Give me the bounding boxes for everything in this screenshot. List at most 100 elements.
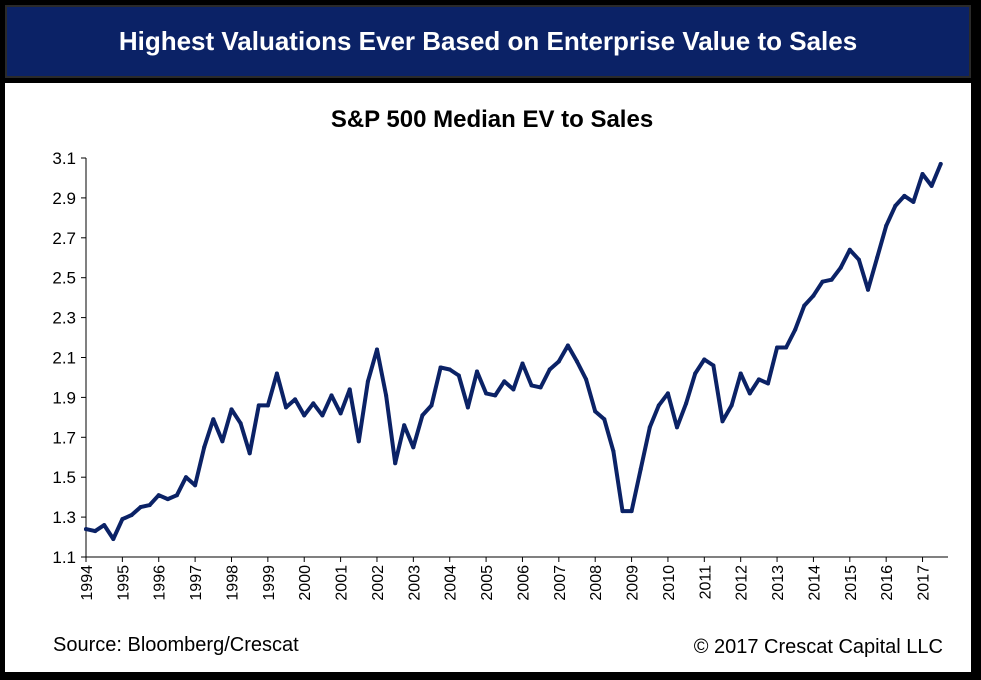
y-tick-label: 1.3 bbox=[52, 508, 76, 527]
x-tick-label: 2010 bbox=[661, 565, 678, 601]
data-point bbox=[102, 523, 107, 528]
data-point bbox=[238, 421, 243, 426]
x-tick-label: 2017 bbox=[916, 565, 933, 601]
data-point bbox=[920, 172, 925, 176]
data-point bbox=[475, 369, 479, 374]
data-point bbox=[647, 425, 652, 430]
x-tick-label: 2007 bbox=[552, 565, 569, 601]
data-point bbox=[111, 537, 116, 541]
data-point bbox=[784, 345, 789, 350]
data-point bbox=[520, 361, 525, 366]
source-note: Source: Bloomberg/Crescat bbox=[53, 634, 299, 656]
data-point bbox=[329, 393, 334, 398]
y-tick-label: 2.5 bbox=[52, 269, 76, 288]
data-point bbox=[729, 403, 734, 408]
data-point bbox=[838, 265, 843, 270]
data-point bbox=[229, 407, 234, 412]
x-tick-label: 2011 bbox=[697, 565, 714, 600]
data-point bbox=[484, 391, 489, 396]
y-tick-label: 1.1 bbox=[52, 548, 76, 567]
data-point bbox=[793, 327, 798, 332]
data-point bbox=[511, 387, 516, 392]
data-point bbox=[456, 373, 461, 378]
data-point bbox=[602, 417, 607, 422]
y-tick-label: 1.7 bbox=[52, 428, 76, 447]
data-point bbox=[120, 517, 125, 522]
chart-title: S&P 500 Median EV to Sales bbox=[331, 106, 653, 133]
y-axis: 1.1 1.3 1.5 1.7 1.9 2.1 2.3 2.5 2.7 2.9 3.1 bbox=[52, 149, 87, 567]
data-point bbox=[220, 439, 225, 444]
data-point bbox=[629, 509, 634, 514]
data-point bbox=[884, 223, 889, 228]
x-tick-label: 2012 bbox=[734, 565, 751, 601]
data-point bbox=[766, 381, 770, 386]
data-point bbox=[856, 257, 861, 262]
x-tick-label: 2009 bbox=[625, 565, 642, 601]
copyright-note: © 2017 Crescat Capital LLC bbox=[693, 636, 943, 658]
data-point bbox=[211, 417, 216, 422]
y-tick-label: 2.7 bbox=[52, 229, 76, 248]
y-tick-label: 2.1 bbox=[52, 349, 76, 368]
x-tick-label: 2008 bbox=[588, 565, 605, 601]
x-tick-label: 2015 bbox=[843, 565, 860, 601]
data-point bbox=[365, 379, 370, 384]
data-point bbox=[747, 391, 752, 396]
header-title: Highest Valuations Ever Based on Enterpr… bbox=[118, 26, 858, 56]
x-tick-label: 2013 bbox=[770, 565, 787, 601]
plot-area bbox=[84, 162, 943, 541]
x-axis: 1994 1995 1996 1997 1998 1999 2000 2001 2002 2003… bbox=[79, 556, 948, 601]
data-point bbox=[202, 445, 207, 450]
data-point bbox=[738, 371, 743, 376]
data-point bbox=[256, 403, 261, 408]
data-point bbox=[684, 401, 689, 406]
data-point bbox=[156, 493, 161, 498]
data-point bbox=[847, 247, 852, 252]
data-point bbox=[402, 423, 407, 428]
x-tick-label: 1997 bbox=[188, 565, 205, 601]
chart-panel bbox=[5, 83, 971, 672]
x-tick-label: 2005 bbox=[479, 565, 496, 601]
y-tick-label: 1.5 bbox=[52, 468, 76, 487]
data-point bbox=[584, 377, 589, 382]
data-point bbox=[465, 405, 470, 410]
data-point bbox=[756, 377, 761, 382]
y-tick-label: 3.1 bbox=[52, 149, 76, 168]
data-point bbox=[875, 255, 880, 260]
data-point bbox=[284, 405, 288, 410]
data-point bbox=[184, 475, 188, 480]
data-point bbox=[165, 497, 170, 502]
data-point bbox=[929, 183, 934, 188]
series-line bbox=[84, 162, 943, 541]
data-point bbox=[138, 505, 143, 510]
data-point bbox=[829, 277, 834, 282]
data-point bbox=[384, 393, 389, 398]
data-point bbox=[411, 445, 416, 450]
y-tick-label: 2.9 bbox=[52, 189, 76, 208]
data-point bbox=[720, 419, 725, 424]
data-point bbox=[565, 343, 570, 348]
data-point bbox=[438, 365, 443, 370]
x-tick-label: 2004 bbox=[443, 565, 460, 601]
x-tick-label: 2014 bbox=[806, 565, 823, 601]
data-point bbox=[129, 513, 134, 518]
x-tick-label: 2001 bbox=[334, 565, 351, 601]
x-tick-label: 2002 bbox=[370, 565, 387, 601]
x-tick-label: 2016 bbox=[879, 565, 896, 601]
data-point bbox=[802, 303, 807, 308]
data-point bbox=[611, 449, 616, 454]
data-point bbox=[538, 385, 543, 390]
data-point bbox=[702, 357, 707, 362]
y-tick-label: 1.9 bbox=[52, 388, 76, 407]
data-point bbox=[429, 403, 434, 408]
data-point bbox=[420, 413, 425, 418]
x-tick-label: 1994 bbox=[79, 565, 96, 601]
x-tick-label: 1995 bbox=[115, 565, 132, 601]
data-point bbox=[493, 393, 498, 398]
data-point bbox=[902, 193, 907, 198]
data-point bbox=[293, 397, 298, 402]
data-point bbox=[302, 413, 307, 418]
data-point bbox=[638, 467, 643, 472]
data-point bbox=[529, 383, 534, 388]
data-point bbox=[593, 409, 598, 414]
